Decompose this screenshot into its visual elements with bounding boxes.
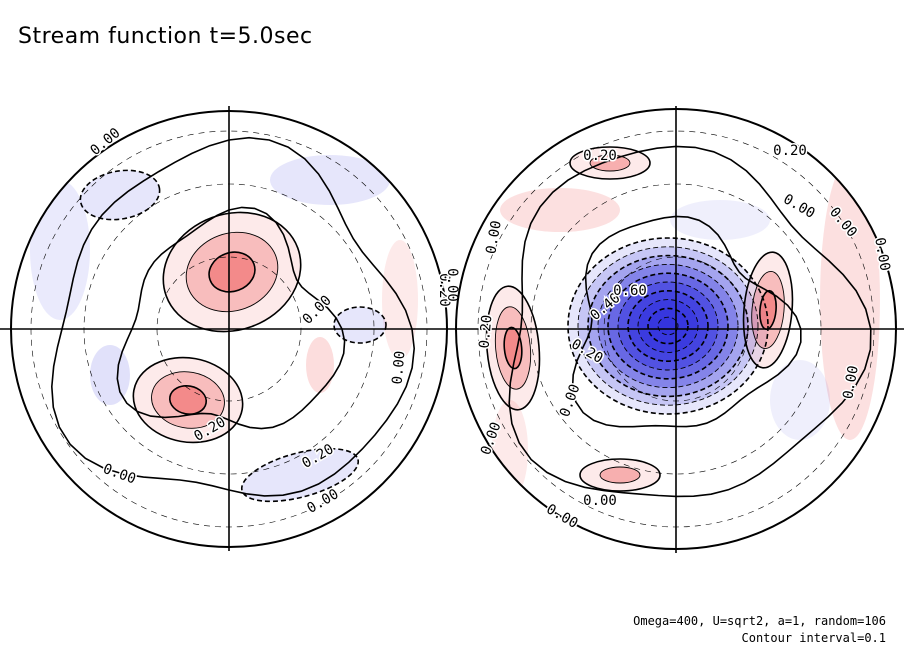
contour-line [567, 237, 769, 415]
contour-line [617, 281, 719, 371]
contour-fill [209, 252, 255, 292]
negative-extremum-contours [79, 169, 161, 221]
contour-fill [334, 307, 386, 343]
left-hemisphere: 0.000.200.000.000.200.200.000.000.00 [0, 106, 462, 551]
contour-line [577, 246, 759, 406]
contour-fill [600, 467, 640, 483]
shade-band [90, 345, 130, 405]
shade-band [270, 155, 390, 205]
positive-extremum [486, 286, 540, 410]
plot-title: Stream function t=5.0sec [18, 24, 313, 49]
positive-extremum [570, 147, 650, 179]
left-boundary [10, 110, 448, 548]
negative-extremum [334, 307, 386, 343]
positive-extremum-contours [132, 356, 244, 444]
contour-fill [495, 306, 531, 390]
contour-line [647, 307, 689, 345]
right-contours [485, 145, 872, 498]
contour-fill [743, 252, 793, 368]
negative-extremum-contours [333, 306, 387, 344]
contour-label: 0.00 [583, 493, 617, 509]
shade-band [500, 188, 620, 232]
contour-label: 0.00 [444, 268, 460, 302]
contour-line [240, 447, 360, 503]
contour-label: 0.00 [390, 350, 409, 385]
contour-line [208, 251, 256, 293]
positive-extremum-contours [579, 458, 661, 492]
contour-label: 0.20 [477, 314, 496, 349]
shade-band [670, 200, 770, 240]
contour-line [168, 385, 208, 415]
right-boundary [455, 108, 897, 550]
contour-line [657, 316, 679, 336]
contour-fill [241, 448, 359, 502]
contour-fill [580, 459, 660, 491]
contour-line [569, 146, 651, 180]
contour-line [589, 154, 631, 172]
contour-line [151, 371, 225, 429]
contour-fill [169, 385, 207, 415]
contour-fill [570, 147, 650, 179]
contour-line [494, 306, 532, 390]
negative-extremum [568, 238, 768, 414]
contour-line [587, 254, 749, 398]
contour-line [607, 272, 729, 380]
contour-fill [504, 327, 522, 369]
contour-line [599, 466, 641, 484]
contour-fill [486, 286, 540, 410]
contour-line [333, 306, 387, 344]
shade-band [770, 360, 830, 440]
contour-label: 0.60 [613, 283, 647, 299]
contour-line [185, 231, 279, 313]
positive-extremum-contours [569, 146, 651, 180]
parameters-note: Omega=400, U=sqrt2, a=1, random=106 [633, 614, 886, 628]
contour-line [132, 356, 244, 444]
contour-interval-note: Contour interval=0.1 [741, 631, 887, 645]
contour-line [597, 263, 739, 389]
contour-line [627, 289, 709, 362]
contour-fill [590, 155, 630, 171]
contour-line [751, 271, 785, 349]
shade-band [306, 337, 334, 393]
right-blobs [486, 147, 880, 500]
positive-extremum-contours [485, 285, 541, 411]
contour-line [637, 299, 699, 353]
contour-fill [658, 317, 678, 335]
negative-extremum [241, 448, 359, 502]
contour-label: 0.20 [583, 148, 617, 164]
contour-line [79, 169, 161, 221]
contour-line [579, 458, 661, 492]
contour-fill [186, 232, 278, 312]
contour-line [503, 326, 523, 370]
contour-line [485, 285, 541, 411]
right-hemisphere: 0.20 0.200.000.00 0.000.200.000.000.400.60… [449, 106, 904, 553]
negative-extremum-contours [567, 237, 769, 415]
shade-band [30, 180, 90, 320]
contour-label: 0.20 [773, 143, 807, 159]
negative-extremum-contours [240, 447, 360, 503]
contour-label: 0.20 [436, 273, 452, 307]
positive-extremum [580, 459, 660, 491]
